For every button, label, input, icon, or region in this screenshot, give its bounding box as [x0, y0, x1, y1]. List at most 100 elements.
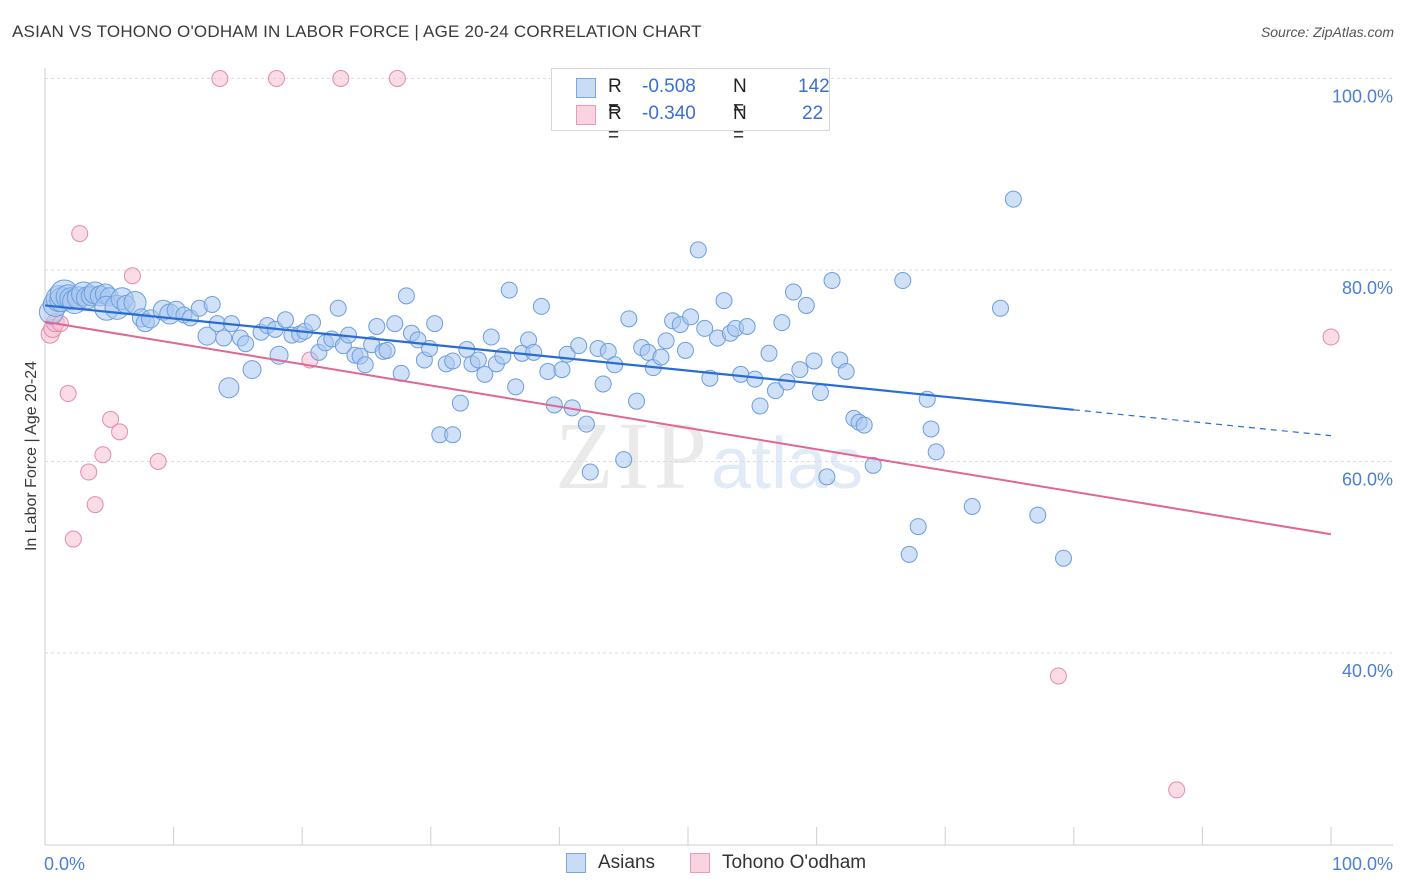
tohono-point	[1049, 667, 1067, 685]
asian-point	[276, 311, 294, 329]
tohono-trend-line	[44, 320, 1332, 536]
tohono-point	[64, 530, 82, 548]
asian-trend-line	[44, 304, 1074, 411]
stats-legend: R = -0.508 N = 142 R = -0.340 N = 22	[551, 68, 830, 146]
asian-point	[539, 362, 557, 380]
tohono-point	[388, 70, 406, 87]
y-tick-label: 40.0%	[1342, 661, 1393, 681]
tohono-n-label: N =	[733, 103, 747, 146]
asian-point	[894, 272, 912, 290]
asian-point	[864, 456, 882, 474]
watermark-atlas: atlas	[711, 424, 864, 504]
asian-point	[525, 343, 543, 361]
bottom-tohono-label: Tohono O'odham	[722, 852, 867, 873]
asian-point	[696, 319, 714, 337]
tohono-point	[59, 385, 77, 403]
source-credit: Source: ZipAtlas.com	[1260, 24, 1394, 40]
asian-point	[378, 341, 396, 359]
asian-point	[469, 351, 487, 369]
asian-point	[218, 377, 240, 399]
asian-point	[818, 468, 836, 486]
asian-point	[303, 314, 321, 332]
asians-n-label: N =	[733, 76, 747, 119]
tohono-point	[267, 70, 285, 87]
asians-r-value: -0.508	[642, 76, 696, 97]
asian-point	[909, 518, 927, 536]
asian-point	[751, 397, 769, 415]
asian-point	[386, 315, 404, 333]
asian-point	[1004, 190, 1022, 208]
asian-point	[715, 292, 733, 310]
tohono-point	[1168, 781, 1186, 799]
asian-point	[476, 365, 494, 383]
tohono-point	[123, 267, 141, 285]
asian-point	[689, 241, 707, 259]
tohono-point	[1322, 328, 1340, 346]
asian-point	[837, 362, 855, 380]
asian-point	[426, 315, 444, 333]
y-tick-label: 80.0%	[1342, 278, 1393, 298]
tohono-point	[149, 453, 167, 470]
bottom-asians-swatch	[566, 853, 586, 873]
asian-trend-line-extension	[1073, 409, 1332, 437]
tohono-point	[71, 225, 89, 243]
asian-point	[368, 317, 386, 335]
asian-point	[652, 348, 670, 366]
asian-point	[682, 308, 700, 326]
tohono-n-value: 22	[802, 103, 824, 124]
asian-point	[991, 299, 1009, 317]
tohono-point	[94, 446, 112, 464]
watermark: ZIPatlas	[555, 400, 863, 511]
chart-title: ASIAN VS TOHONO O'ODHAM IN LABOR FORCE |…	[12, 22, 702, 41]
asian-point	[397, 287, 415, 305]
asian-point	[500, 281, 518, 299]
asian-point	[746, 370, 764, 388]
asian-point	[444, 352, 462, 370]
asian-point	[615, 451, 633, 469]
asian-point	[766, 382, 784, 400]
asian-point	[811, 384, 829, 402]
tohono-point	[102, 410, 120, 428]
asian-point	[773, 314, 791, 332]
asian-point	[927, 443, 945, 461]
asian-point	[203, 295, 221, 313]
y-tick-label: 60.0%	[1342, 470, 1393, 490]
asian-point	[657, 332, 675, 350]
asian-point	[1055, 549, 1073, 567]
asian-point	[900, 545, 918, 563]
asian-point	[553, 361, 571, 379]
asian-point	[451, 394, 469, 412]
x-tick-label-max: 100.0%	[1332, 854, 1393, 874]
asian-point	[356, 356, 374, 374]
tohono-point	[86, 496, 104, 514]
asian-point	[760, 344, 778, 362]
tohono-r-label: R =	[608, 103, 622, 146]
asian-point	[628, 392, 646, 410]
tohono-point	[211, 70, 229, 87]
asian-point	[581, 463, 599, 481]
asian-point	[532, 297, 550, 315]
asian-point	[963, 498, 981, 516]
asian-point	[922, 420, 940, 438]
asian-point	[823, 272, 841, 290]
asian-point	[329, 299, 347, 317]
tohono-point	[111, 423, 129, 441]
tohono-r-value: -0.340	[642, 103, 696, 124]
x-tick-label-min: 0.0%	[44, 854, 85, 874]
asian-point	[855, 416, 873, 434]
asian-point	[784, 283, 802, 301]
asian-point	[805, 352, 823, 370]
tohono-point	[80, 463, 98, 481]
tohono-swatch	[576, 105, 596, 125]
asian-point	[242, 360, 262, 380]
tohono-point	[332, 70, 350, 87]
asian-point	[620, 310, 638, 328]
asian-point	[482, 328, 500, 346]
asian-point	[797, 296, 815, 314]
asian-point	[594, 375, 612, 393]
asian-point	[237, 335, 255, 353]
asian-point	[791, 361, 809, 379]
asian-point	[577, 415, 595, 433]
asian-point	[444, 426, 462, 444]
